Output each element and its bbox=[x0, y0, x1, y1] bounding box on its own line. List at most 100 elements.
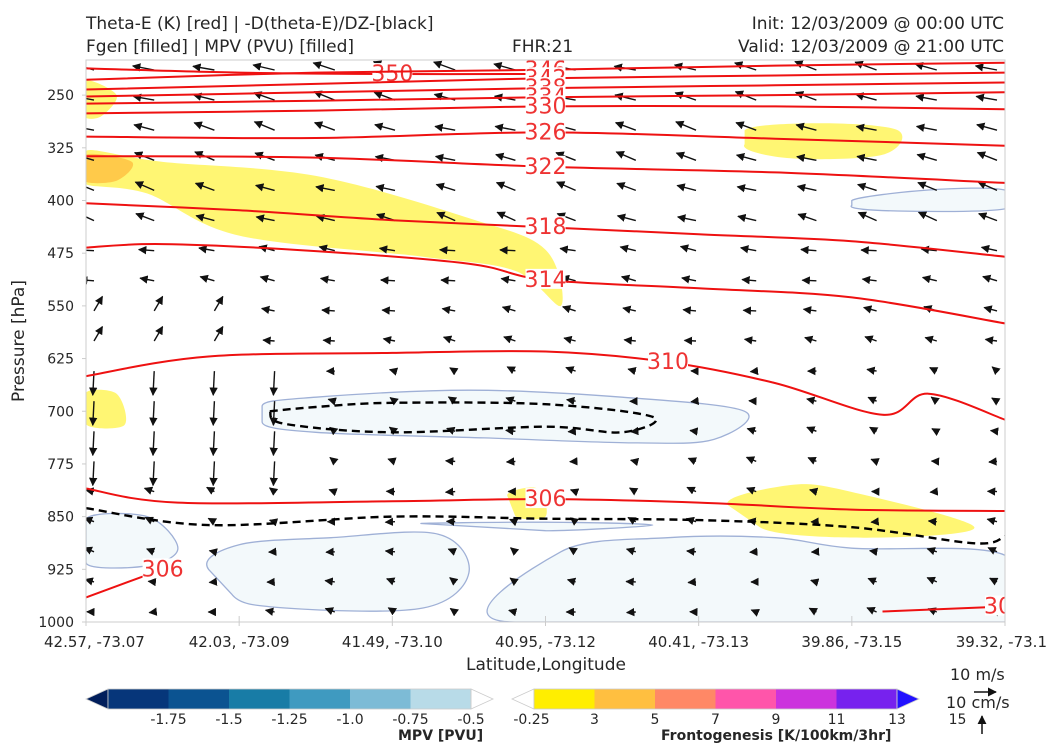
wind-vector bbox=[213, 325, 224, 342]
wind-vector bbox=[683, 336, 697, 345]
wind-vector bbox=[917, 181, 938, 192]
wind-vector bbox=[742, 306, 757, 315]
wind-vector bbox=[387, 607, 398, 616]
dthetae-dz-contour bbox=[268, 401, 658, 434]
wind-vector bbox=[315, 213, 335, 223]
y-axis-label: Pressure [hPa] bbox=[9, 280, 29, 402]
wind-vector bbox=[378, 245, 396, 254]
theta-e-label: 306 bbox=[142, 557, 184, 582]
wind-vector bbox=[86, 127, 95, 131]
title-center: FHR:21 bbox=[512, 37, 574, 57]
wind-vector bbox=[930, 396, 940, 405]
x-tick-label: 39.32, -73.1 bbox=[956, 633, 1047, 651]
fgen-colorbar-frame bbox=[533, 688, 898, 710]
wind-vector bbox=[929, 366, 939, 375]
wind-vector bbox=[499, 246, 516, 255]
wind-vector bbox=[745, 456, 757, 465]
wind-vector bbox=[384, 547, 396, 556]
wind-vector bbox=[870, 458, 880, 466]
wind-vector bbox=[449, 577, 459, 586]
wind-vector bbox=[434, 123, 456, 132]
wind-vector bbox=[625, 547, 636, 556]
wind-vector bbox=[864, 335, 877, 344]
wind-vector bbox=[687, 577, 697, 587]
wind-vector bbox=[199, 274, 215, 283]
y-tick-label: 925 bbox=[47, 562, 74, 578]
wind-vector bbox=[192, 63, 215, 72]
theta-e-label-bg bbox=[525, 155, 566, 176]
mpv-colorbar-swatch bbox=[410, 689, 472, 709]
wind-vector bbox=[556, 181, 576, 192]
wind-vector bbox=[198, 245, 215, 254]
wind-vector bbox=[389, 397, 399, 406]
wind-vector bbox=[447, 396, 458, 405]
wind-vector bbox=[675, 120, 697, 131]
wind-vector bbox=[988, 457, 998, 466]
wind-vector bbox=[916, 152, 937, 161]
wind-vector bbox=[509, 518, 519, 527]
wind-vector bbox=[628, 487, 639, 496]
wind-vector bbox=[924, 335, 937, 344]
mpv-colorbar-swatch bbox=[229, 689, 290, 709]
wind-vector bbox=[435, 182, 456, 192]
fgen-colorbar-extend-low bbox=[511, 688, 535, 710]
mpv-colorbar-tick: -1.5 bbox=[215, 712, 242, 728]
wind-vector bbox=[676, 183, 697, 192]
wind-vector bbox=[252, 62, 275, 71]
theta-e-label: 322 bbox=[525, 155, 567, 180]
wind-vector bbox=[381, 306, 396, 315]
wind-vector bbox=[555, 151, 576, 161]
wind-vector bbox=[209, 461, 218, 487]
wind-vector bbox=[749, 366, 759, 376]
wind-vector bbox=[269, 461, 278, 487]
wind-vector bbox=[149, 401, 158, 427]
y-tick-label: 475 bbox=[47, 246, 74, 262]
wind-vector bbox=[509, 547, 520, 556]
x-tick-label: 39.86, -73.15 bbox=[801, 633, 902, 651]
wind-vector bbox=[739, 245, 757, 254]
mpv-colorbar-swatch bbox=[289, 689, 351, 709]
wind-vector bbox=[449, 367, 459, 376]
wind-vector bbox=[921, 275, 937, 284]
wind-vector bbox=[153, 325, 164, 342]
theta-e-label: 306 bbox=[984, 595, 1026, 620]
wind-vector bbox=[559, 245, 576, 254]
fgen-colorbar-tick: 15 bbox=[949, 712, 967, 728]
wind-vector bbox=[980, 244, 998, 254]
wind-vector bbox=[93, 325, 104, 342]
wind-vector bbox=[914, 62, 937, 71]
mpv-colorbar-tick: -0.75 bbox=[392, 712, 428, 728]
mpv-colorbar-swatch bbox=[350, 689, 411, 709]
y-tick-label: 775 bbox=[47, 457, 74, 473]
wind-vector bbox=[131, 63, 155, 72]
wind-vector bbox=[616, 213, 636, 222]
reference-horizontal-label: 10 m/s bbox=[950, 665, 1005, 684]
wind-vector bbox=[681, 275, 697, 284]
wind-vector bbox=[508, 608, 518, 617]
wind-vector bbox=[987, 547, 998, 555]
wind-vector bbox=[926, 576, 938, 585]
wind-vector bbox=[505, 426, 516, 436]
mpv-colorbar-tick: -1.75 bbox=[150, 712, 186, 728]
fgen-colorbar-swatch bbox=[715, 689, 777, 709]
wind-vector bbox=[375, 183, 396, 193]
wind-vector bbox=[313, 121, 336, 131]
wind-vector bbox=[566, 577, 577, 586]
wind-vector bbox=[149, 461, 158, 487]
mpv-region bbox=[486, 535, 1005, 622]
mpv-colorbar-tick: -1.0 bbox=[336, 712, 363, 728]
wind-vector bbox=[991, 397, 1001, 406]
wind-vector bbox=[565, 366, 576, 375]
wind-vector bbox=[556, 212, 576, 222]
wind-vector bbox=[615, 151, 637, 161]
wind-vector bbox=[496, 211, 516, 222]
wind-vector bbox=[982, 274, 998, 283]
mpv-region bbox=[206, 531, 470, 612]
wind-vector bbox=[989, 427, 999, 436]
wind-vector bbox=[208, 548, 218, 557]
fgen-colorbar-swatch bbox=[534, 689, 595, 709]
wind-vector bbox=[629, 457, 640, 467]
wind-vector bbox=[679, 244, 697, 253]
wind-vector bbox=[737, 213, 757, 223]
wind-vector bbox=[741, 276, 757, 285]
